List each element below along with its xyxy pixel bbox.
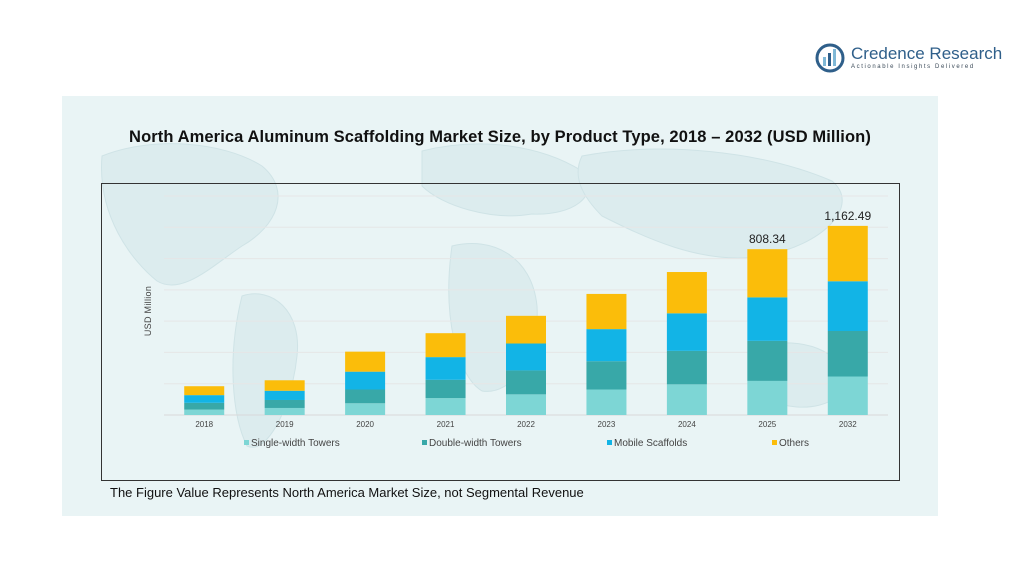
bar-segment: [586, 329, 627, 362]
bar-segment: [586, 361, 627, 390]
x-tick-label: 2021: [437, 420, 455, 429]
bar-segment: [184, 409, 225, 415]
bar-segment: [506, 394, 546, 415]
bar-segment: [747, 380, 788, 415]
legend-swatch: [772, 440, 777, 445]
chart-title: North America Aluminum Scaffolding Marke…: [129, 128, 871, 146]
legend-label: Double-width Towers: [429, 438, 522, 449]
chart-panel: North America Aluminum Scaffolding Marke…: [62, 96, 938, 516]
bar-segment: [425, 379, 466, 399]
x-tick-label: 2023: [598, 420, 616, 429]
bar-segment: [506, 370, 546, 395]
footnote: The Figure Value Represents North Americ…: [110, 485, 584, 500]
bar-segment: [666, 350, 707, 385]
brand-tagline: Actionable Insights Delivered: [851, 63, 975, 70]
x-tick-label: 2025: [758, 420, 776, 429]
bar-segment: [827, 281, 868, 331]
bar-segment: [506, 315, 546, 344]
legend-swatch: [244, 440, 249, 445]
bar-segment: [264, 399, 305, 408]
bar-segment: [345, 403, 386, 415]
x-tick-label: 2032: [839, 420, 857, 429]
legend-swatch: [422, 440, 427, 445]
data-label: 1,162.49: [824, 209, 871, 223]
bar-segment: [264, 407, 305, 415]
legend-label: Others: [779, 438, 809, 449]
data-label: 808.34: [749, 232, 786, 246]
bar-segment: [345, 389, 386, 404]
brand-logo: Credence Research Actionable Insights De…: [815, 40, 1002, 76]
bar-segment: [184, 386, 225, 396]
bar-segment: [827, 376, 868, 415]
bar-segment: [666, 313, 707, 351]
y-axis-label: USD Million: [143, 285, 153, 337]
bar-segment: [184, 395, 225, 403]
bar-segment: [184, 402, 225, 410]
x-tick-label: 2022: [517, 420, 535, 429]
x-tick-label: 2024: [678, 420, 696, 429]
brand-name: Credence Research: [851, 43, 1003, 63]
bar-segment: [345, 371, 386, 390]
logo-text: Credence Research Actionable Insights De…: [851, 43, 1003, 72]
bar-segment: [747, 297, 788, 341]
x-tick-label: 2019: [276, 420, 294, 429]
chart-area: 2018 2019 2020 2021 2022 2023 2024 2025 808.34 20…: [101, 183, 900, 481]
bar-segment: [586, 293, 627, 330]
bar-segment: [425, 398, 466, 415]
bar-segment: [506, 343, 546, 371]
bar-segment: [425, 357, 466, 380]
bar-segment: [425, 333, 466, 358]
bar-segment: [345, 351, 386, 372]
bar-segment: [747, 249, 788, 298]
bar-segment: [666, 384, 707, 415]
legend-label: Single-width Towers: [251, 438, 340, 449]
legend-label: Mobile Scaffolds: [614, 438, 687, 449]
legend-swatch: [607, 440, 612, 445]
x-tick-label: 2018: [195, 420, 213, 429]
bar-segment: [827, 225, 868, 282]
bar-segment: [747, 340, 788, 381]
bar-segment: [264, 380, 305, 391]
bar-segment: [264, 390, 305, 400]
credence-logo-icon: [815, 43, 845, 73]
stacked-bar-chart: 2018 2019 2020 2021 2022 2023 2024 2025 808.34 20…: [164, 195, 888, 449]
x-tick-label: 2020: [356, 420, 374, 429]
bar-segment: [586, 389, 627, 415]
bar-segment: [666, 272, 707, 314]
bar-segment: [827, 330, 868, 377]
